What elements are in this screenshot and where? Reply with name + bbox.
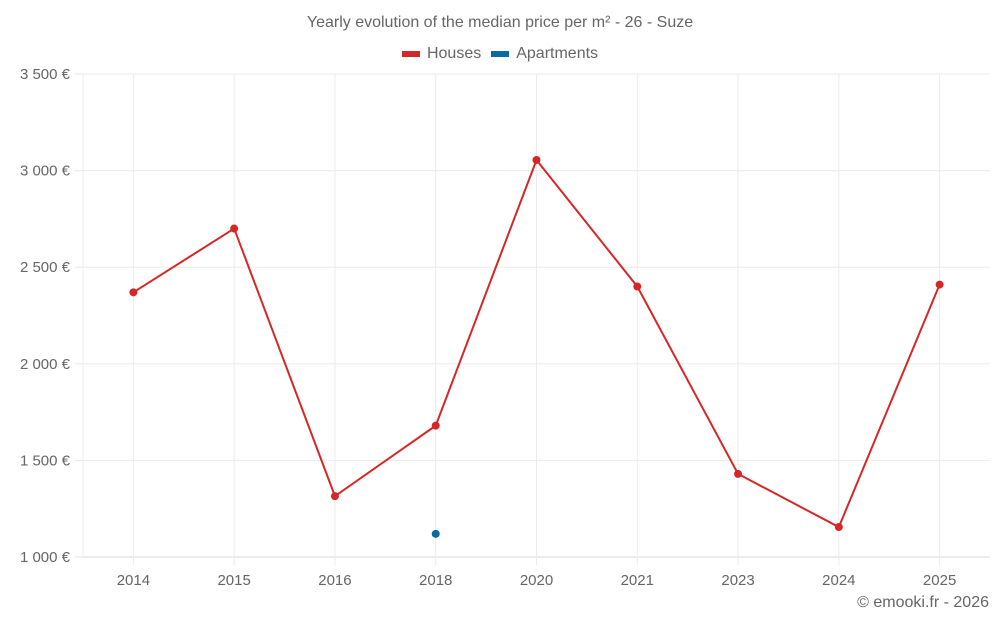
x-tick-label: 2018 (419, 572, 452, 589)
houses-data-point[interactable] (129, 288, 138, 297)
houses-data-point[interactable] (834, 523, 843, 532)
houses-data-point[interactable] (230, 224, 239, 233)
houses-data-point[interactable] (532, 155, 541, 164)
chart-title: Yearly evolution of the median price per… (306, 14, 694, 31)
y-axis: 1 000 € 1 500 € 2 000 € 2 500 € 3 000 € 3 500… (20, 66, 71, 566)
y-tick-label: 3 000 € (20, 163, 71, 180)
x-tick-label: 2023 (721, 572, 754, 589)
x-tick-label: 2020 (520, 572, 553, 589)
y-tick-label: 2 000 € (20, 356, 71, 373)
x-tick-label: 2025 (923, 572, 956, 589)
x-tick-label: 2016 (318, 572, 351, 589)
x-tick-label: 2024 (822, 572, 855, 589)
credit-text: © emooki.fr - 2026 (857, 594, 989, 611)
apartments-data-point[interactable] (431, 529, 440, 538)
legend-label-apartments: Apartments (516, 45, 599, 62)
y-tick-label: 3 500 € (20, 66, 71, 83)
legend-item-apartments[interactable]: Apartments (491, 45, 598, 63)
y-tick-label: 2 500 € (20, 259, 71, 276)
y-tick-label: 1 000 € (20, 549, 71, 566)
houses-swatch-icon (401, 51, 420, 57)
x-axis: 2014 2015 2016 2018 2020 2021 2023 2024 2025 (117, 572, 957, 589)
houses-data-point[interactable] (734, 469, 743, 478)
houses-data-point[interactable] (330, 492, 339, 501)
apartments-swatch-icon (491, 51, 510, 57)
legend-item-houses[interactable]: Houses (401, 45, 482, 63)
houses-data-point[interactable] (935, 280, 944, 289)
legend-label-houses: Houses (426, 45, 482, 62)
houses-data-point[interactable] (633, 282, 642, 291)
x-tick-label: 2015 (217, 572, 250, 589)
gridlines (75, 73, 990, 565)
data-series (129, 155, 944, 538)
x-tick-label: 2021 (621, 572, 654, 589)
y-tick-label: 1 500 € (20, 452, 71, 469)
houses-data-point[interactable] (431, 421, 440, 430)
x-tick-label: 2014 (117, 572, 150, 589)
legend: Houses Apartments (0, 45, 1000, 63)
